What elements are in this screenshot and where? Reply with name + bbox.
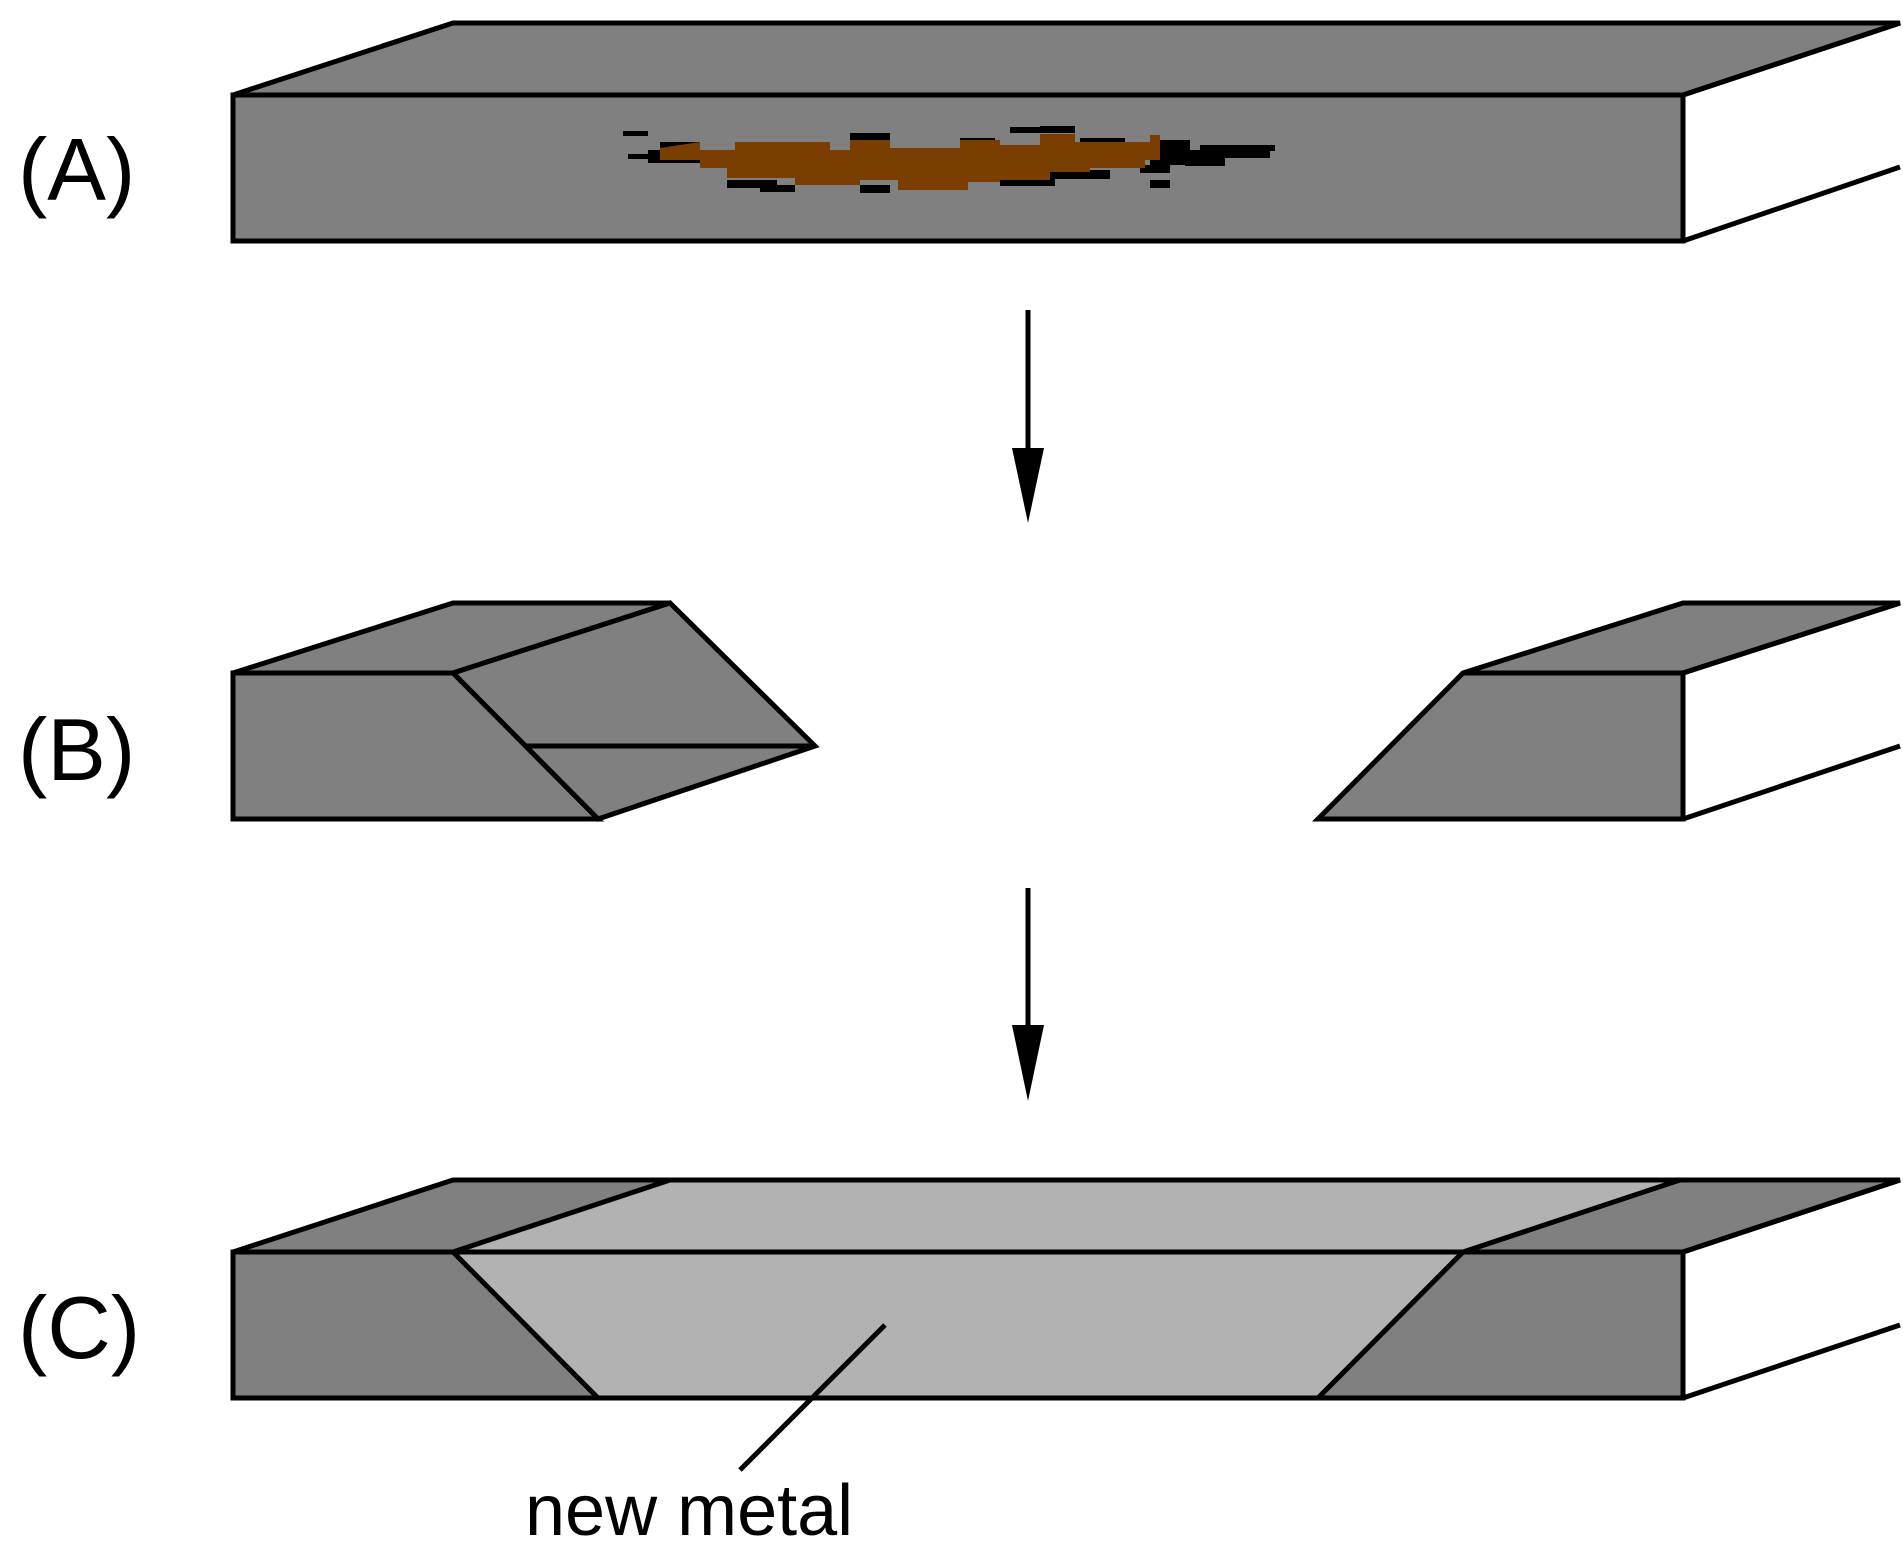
corrosion-defect [623, 126, 1275, 193]
panel-b: (B) [18, 600, 1901, 822]
panel-a: (A) [18, 20, 1901, 244]
bar-a-side-edge-top [1682, 20, 1901, 98]
arrow-a-to-b [1012, 310, 1044, 523]
panel-label-c: (C) [18, 1278, 140, 1377]
arrow-head [1012, 1025, 1044, 1101]
right-piece-side-edge-top [1682, 600, 1901, 676]
right-piece-side-edge-bottom [1682, 743, 1901, 822]
panel-label-b: (B) [18, 700, 135, 799]
right-piece-front-face [1311, 670, 1686, 822]
bar-c-side-edge-bottom [1682, 1322, 1901, 1401]
right-piece-top-face [1462, 600, 1901, 676]
repaired-bar [230, 1177, 1901, 1401]
rust-stain [660, 134, 1160, 190]
bar-c-side-edge-top [1682, 1177, 1901, 1255]
left-beveled-piece [230, 600, 820, 822]
panel-c: (C) new metal [18, 1177, 1901, 1550]
right-beveled-piece [1311, 600, 1901, 822]
bar-a-top-face [232, 20, 1901, 98]
arrow-b-to-c [1012, 888, 1044, 1101]
bar-a-side-edge-bottom [1682, 164, 1901, 244]
new-metal-top-face [452, 1177, 1681, 1255]
callout-label: new metal [525, 1471, 853, 1550]
arrow-head [1012, 448, 1044, 523]
left-piece-front-face [230, 670, 605, 822]
panel-label-a: (A) [18, 120, 135, 219]
callout-leader-line [738, 1323, 887, 1472]
new-metal-callout: new metal [525, 1323, 887, 1550]
new-metal-front-face [446, 1249, 1470, 1401]
